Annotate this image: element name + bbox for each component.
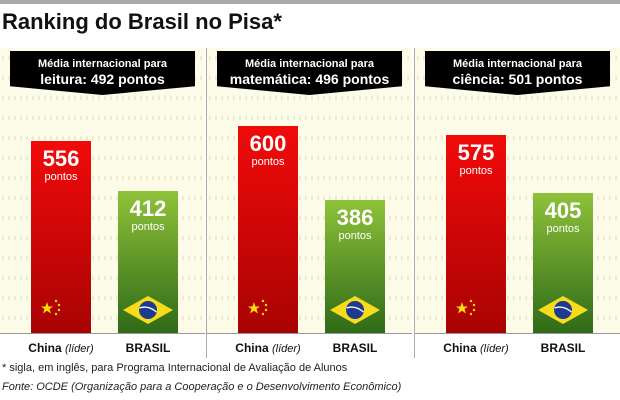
bar-value: 386 xyxy=(336,205,374,230)
brasil-label: BRASIL xyxy=(540,341,586,355)
average-banner: Média internacional para leitura: 492 po… xyxy=(10,51,195,95)
brazil-flag-icon xyxy=(330,296,380,324)
china-flag-icon xyxy=(248,299,268,316)
bar-unit: pontos xyxy=(338,230,372,242)
brazil-flag-icon xyxy=(123,296,173,324)
average-banner: Média internacional para ciência: 501 po… xyxy=(425,51,610,95)
china-name: China xyxy=(443,341,477,355)
bar-value: 405 xyxy=(544,198,582,223)
panel-ciência: Média internacional para ciência: 501 po… xyxy=(415,48,620,334)
panel-divider xyxy=(205,48,207,358)
bar-unit: pontos xyxy=(44,171,78,183)
china-name: China xyxy=(235,341,269,355)
bar-unit: pontos xyxy=(459,165,493,177)
china-name: China xyxy=(28,341,62,355)
bar-value: 412 xyxy=(129,196,167,221)
china-flag-icon xyxy=(41,299,61,316)
top-bar xyxy=(0,0,620,4)
china-bar: 575 pontos xyxy=(446,135,506,333)
banner-line2: matemática: 496 pontos xyxy=(229,71,390,87)
china-bar: 600 pontos xyxy=(238,126,298,333)
bar-value: 575 xyxy=(457,140,495,165)
source-note: Fonte: OCDE (Organização para a Cooperaç… xyxy=(2,381,402,393)
bar-value: 600 xyxy=(249,131,287,156)
average-banner: Média internacional para matemática: 496… xyxy=(217,51,402,95)
leader-tag: (líder) xyxy=(479,343,509,355)
china-label: China (líder) xyxy=(426,341,526,355)
brasil-label: BRASIL xyxy=(332,341,378,355)
bar-unit: pontos xyxy=(131,221,165,233)
bar-value: 556 xyxy=(42,146,80,171)
panel-matemática: Média internacional para matemática: 496… xyxy=(207,48,412,334)
banner-line2: ciência: 501 pontos xyxy=(452,71,583,87)
brasil-label: BRASIL xyxy=(125,341,171,355)
banner-line1: Média internacional para xyxy=(453,58,582,70)
brasil-bar: 412 pontos xyxy=(118,191,178,333)
brasil-bar: 405 pontos xyxy=(533,193,593,333)
brazil-flag-icon xyxy=(538,296,588,324)
footnote: * sigla, em inglês, para Programa Intern… xyxy=(2,362,348,374)
leader-tag: (líder) xyxy=(271,343,301,355)
panel-divider xyxy=(413,48,415,358)
bar-unit: pontos xyxy=(251,156,285,168)
bar-unit: pontos xyxy=(546,223,580,235)
panel-leitura: Média internacional para leitura: 492 po… xyxy=(0,48,205,334)
leader-tag: (líder) xyxy=(64,343,94,355)
china-flag-icon xyxy=(456,299,476,316)
banner-line1: Média internacional para xyxy=(245,58,374,70)
chart-title: Ranking do Brasil no Pisa* xyxy=(2,9,282,34)
banner-line2: leitura: 492 pontos xyxy=(40,71,165,87)
china-label: China (líder) xyxy=(218,341,318,355)
china-label: China (líder) xyxy=(11,341,111,355)
brasil-bar: 386 pontos xyxy=(325,200,385,333)
banner-line1: Média internacional para xyxy=(38,58,167,70)
china-bar: 556 pontos xyxy=(31,141,91,333)
